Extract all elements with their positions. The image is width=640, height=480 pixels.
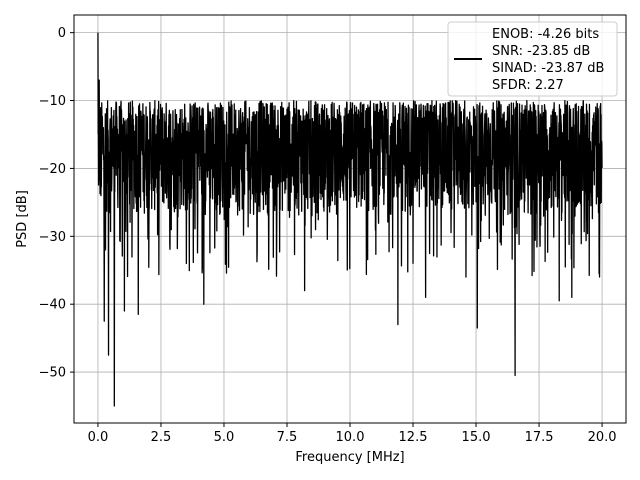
- y-tick-label: −20: [39, 162, 66, 177]
- y-tick-label: −30: [39, 230, 66, 245]
- series-psd-line: [97, 32, 603, 407]
- legend-sinad: SINAD: -23.87 dB: [492, 61, 604, 76]
- x-tick-label: 0.0: [88, 430, 109, 445]
- x-axis-label: Frequency [MHz]: [295, 450, 404, 465]
- x-tick-label: 10.0: [336, 430, 365, 445]
- x-tick-label: 12.5: [399, 430, 428, 445]
- x-tick-label: 5.0: [214, 430, 235, 445]
- y-axis: 0 −10 −20 −30 −40 −50: [39, 26, 74, 381]
- x-axis: 0.0 2.5 5.0 7.5 10.0 12.5 15.0 17.5 20.0: [88, 423, 617, 445]
- y-tick-label: 0: [58, 26, 66, 41]
- legend-box: [447, 21, 618, 97]
- psd-trace: [97, 32, 603, 407]
- y-tick-label: −40: [39, 298, 66, 313]
- x-tick-label: 7.5: [277, 430, 298, 445]
- legend-snr: SNR: -23.85 dB: [492, 44, 590, 59]
- y-tick-label: −10: [39, 94, 66, 109]
- y-tick-label: −50: [39, 366, 66, 381]
- y-axis-label: PSD [dB]: [15, 190, 30, 248]
- x-tick-label: 17.5: [525, 430, 554, 445]
- legend-enob: ENOB: -4.26 bits: [492, 27, 599, 42]
- x-tick-label: 20.0: [588, 430, 617, 445]
- legend: ENOB: -4.26 bits SNR: -23.85 dB SINAD: -…: [447, 21, 618, 97]
- x-tick-label: 15.0: [462, 430, 491, 445]
- x-tick-label: 2.5: [151, 430, 172, 445]
- legend-sfdr: SFDR: 2.27: [492, 78, 564, 93]
